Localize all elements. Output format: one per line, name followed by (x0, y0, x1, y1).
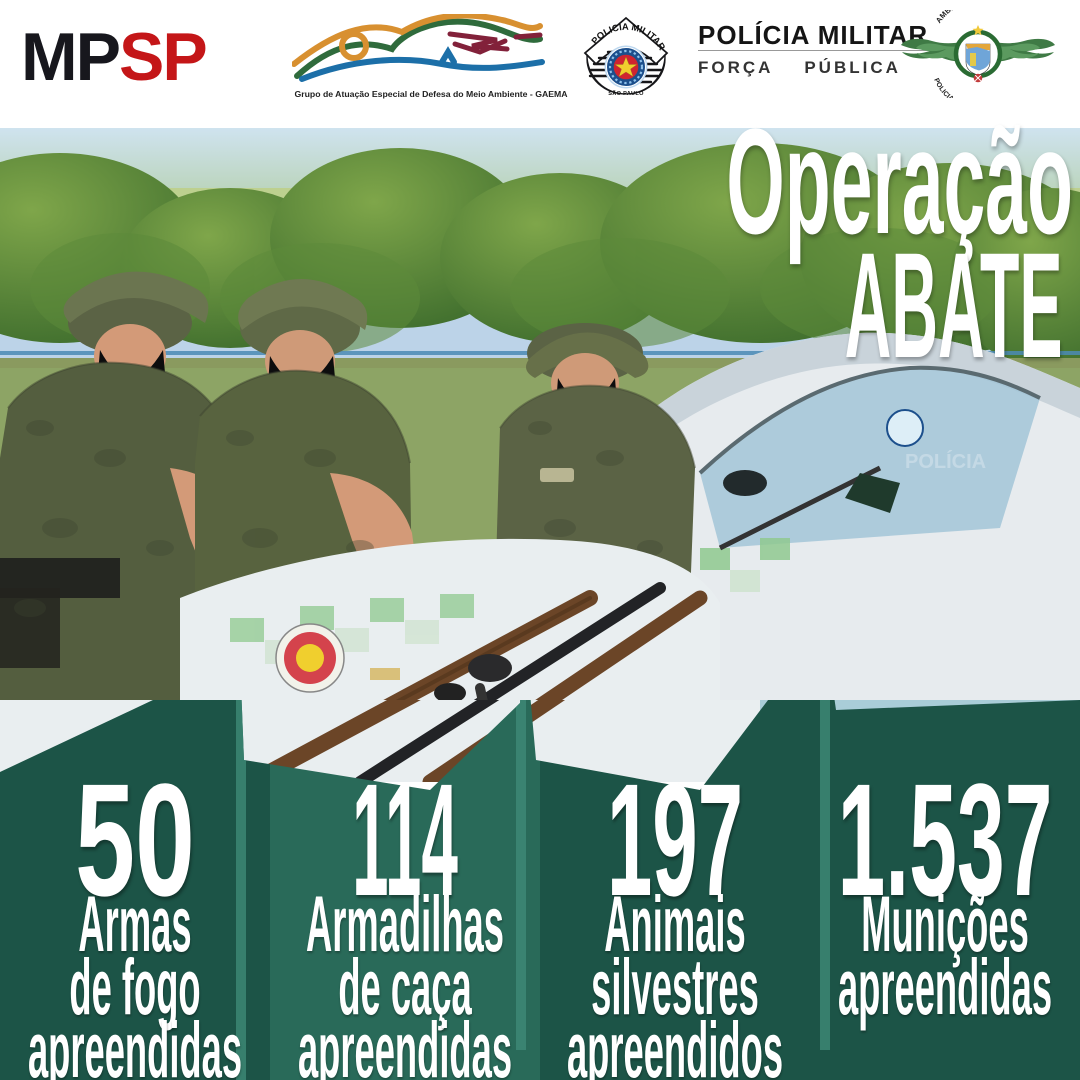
svg-text:SÃO PAULO: SÃO PAULO (608, 90, 644, 97)
svg-text:AMBIENTAL: AMBIENTAL (934, 10, 978, 25)
svg-text:POLICIA MILITAR: POLICIA MILITAR (932, 77, 980, 98)
svg-text:POLÍCIA: POLÍCIA (905, 450, 986, 473)
